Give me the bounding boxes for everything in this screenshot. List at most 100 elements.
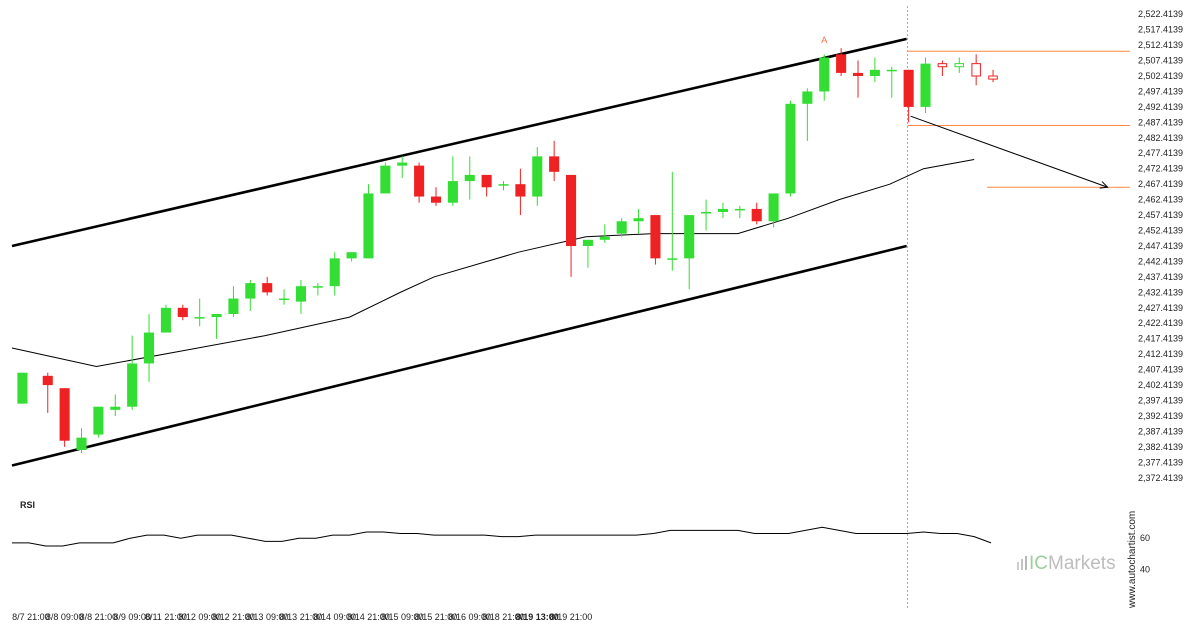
candle-body xyxy=(701,212,712,214)
candle-body xyxy=(160,307,171,333)
candle-body xyxy=(566,174,577,246)
candle-body xyxy=(920,63,931,107)
candle-body xyxy=(785,103,796,194)
price-tick-label: 2,392.4139 xyxy=(1138,411,1183,421)
time-tick-label: 8/13 09:00 xyxy=(246,612,289,622)
rsi-tick-label: 60 xyxy=(1140,533,1150,543)
forecast-arrowhead xyxy=(1099,181,1109,189)
candle-body xyxy=(295,286,306,302)
time-tick-label: 8/9 09:00 xyxy=(113,612,151,622)
candle-body xyxy=(245,283,256,299)
candle-body xyxy=(684,215,695,259)
candle-body xyxy=(93,406,104,435)
forecast-arrow-line xyxy=(910,115,1108,188)
candle-body xyxy=(937,63,948,68)
candle-body xyxy=(633,218,644,222)
candle-body xyxy=(464,174,475,182)
rsi-tick-label: 40 xyxy=(1140,564,1150,574)
candle-body xyxy=(768,193,779,222)
price-tick-label: 2,437.4139 xyxy=(1138,272,1183,282)
candle-body xyxy=(734,208,745,211)
price-tick-label: 2,407.4139 xyxy=(1138,365,1183,375)
candle-body xyxy=(582,239,593,246)
price-tick-label: 2,462.4139 xyxy=(1138,195,1183,205)
time-tick-label: 8/7 21:00 xyxy=(12,612,50,622)
candle-body xyxy=(852,72,864,76)
price-tick-label: 2,412.4139 xyxy=(1138,349,1183,359)
candle-body xyxy=(886,69,897,72)
candle-body xyxy=(549,156,560,172)
price-tick-label: 2,397.4139 xyxy=(1138,396,1183,406)
candle-body xyxy=(447,181,458,203)
price-tick-label: 2,447.4139 xyxy=(1138,241,1183,251)
moving-average-line xyxy=(11,158,975,368)
candle-body xyxy=(836,54,847,73)
candle-body xyxy=(397,162,408,166)
candle-body xyxy=(515,184,526,197)
candle-body xyxy=(144,332,155,364)
candle-body xyxy=(279,298,290,301)
candle-body xyxy=(430,196,442,203)
time-tick-label: 8/13 21:00 xyxy=(280,612,323,622)
price-tick-label: 2,517.4139 xyxy=(1138,25,1183,35)
candle-body xyxy=(414,165,425,197)
candle-body xyxy=(717,208,728,212)
price-tick-label: 2,487.4139 xyxy=(1138,117,1183,127)
candle-body xyxy=(228,298,239,314)
candle-body xyxy=(262,283,273,293)
time-tick-label: 8/12 09:00 xyxy=(178,612,221,622)
time-tick-label: 8/11 21:00 xyxy=(145,612,187,622)
price-tick-label: 2,432.4139 xyxy=(1138,287,1183,297)
price-tick-label: 2,467.4139 xyxy=(1138,179,1183,189)
price-tick-label: 2,452.4139 xyxy=(1138,226,1183,236)
channel-upper-line xyxy=(11,37,907,248)
candle-body xyxy=(802,91,813,104)
price-tick-label: 2,477.4139 xyxy=(1138,148,1183,158)
price-tick-label: 2,382.4139 xyxy=(1138,442,1183,452)
rsi-line xyxy=(12,526,992,547)
pattern-point-label: A xyxy=(821,35,827,45)
candle-body xyxy=(76,437,87,450)
price-tick-label: 2,522.4139 xyxy=(1138,9,1183,19)
price-tick-label: 2,427.4139 xyxy=(1138,303,1183,313)
price-tick-label: 2,402.4139 xyxy=(1138,380,1183,390)
candle-body xyxy=(988,75,998,80)
price-tick-label: 2,387.4139 xyxy=(1138,426,1183,436)
candle-body xyxy=(751,208,762,222)
candle-body xyxy=(498,184,509,186)
price-tick-label: 2,422.4139 xyxy=(1138,318,1183,328)
candle-body xyxy=(616,221,627,234)
candle-body xyxy=(650,215,661,259)
candle-body xyxy=(59,388,70,441)
candle-body xyxy=(211,314,222,318)
candle-body xyxy=(954,63,965,68)
candle-body xyxy=(194,317,205,319)
price-tick-label: 2,377.4139 xyxy=(1138,457,1183,467)
price-tick-label: 2,507.4139 xyxy=(1138,56,1183,66)
brand-watermark: IC Markets xyxy=(1017,553,1116,574)
time-tick-label: 8/18 21:00 xyxy=(482,612,525,622)
candle-body xyxy=(971,63,981,77)
time-tick-label: 8/12 21:00 xyxy=(212,612,255,622)
price-tick-label: 2,482.4139 xyxy=(1138,133,1183,143)
candle-body xyxy=(481,174,492,188)
price-tick-label: 2,442.4139 xyxy=(1138,256,1183,266)
candle-body xyxy=(329,258,340,287)
price-tick-label: 2,417.4139 xyxy=(1138,334,1183,344)
time-tick-label: 8/19 13:00 xyxy=(516,612,559,622)
time-tick-label: 8/8 21:00 xyxy=(80,612,118,622)
candle-body xyxy=(110,406,121,410)
candle-body xyxy=(127,363,138,407)
candle-body xyxy=(346,252,357,259)
candle-body xyxy=(17,372,28,404)
candle-body xyxy=(667,258,678,260)
time-tick-label: 8/15 21:00 xyxy=(415,612,458,622)
rsi-title: RSI xyxy=(20,500,35,510)
candle-body xyxy=(42,375,53,386)
price-tick-label: 2,492.4139 xyxy=(1138,102,1183,112)
candle-body xyxy=(599,236,610,240)
candle-body xyxy=(903,69,914,107)
time-tick-label: 8/14 21:00 xyxy=(347,612,390,622)
time-tick-label: 8/14 09:00 xyxy=(313,612,356,622)
